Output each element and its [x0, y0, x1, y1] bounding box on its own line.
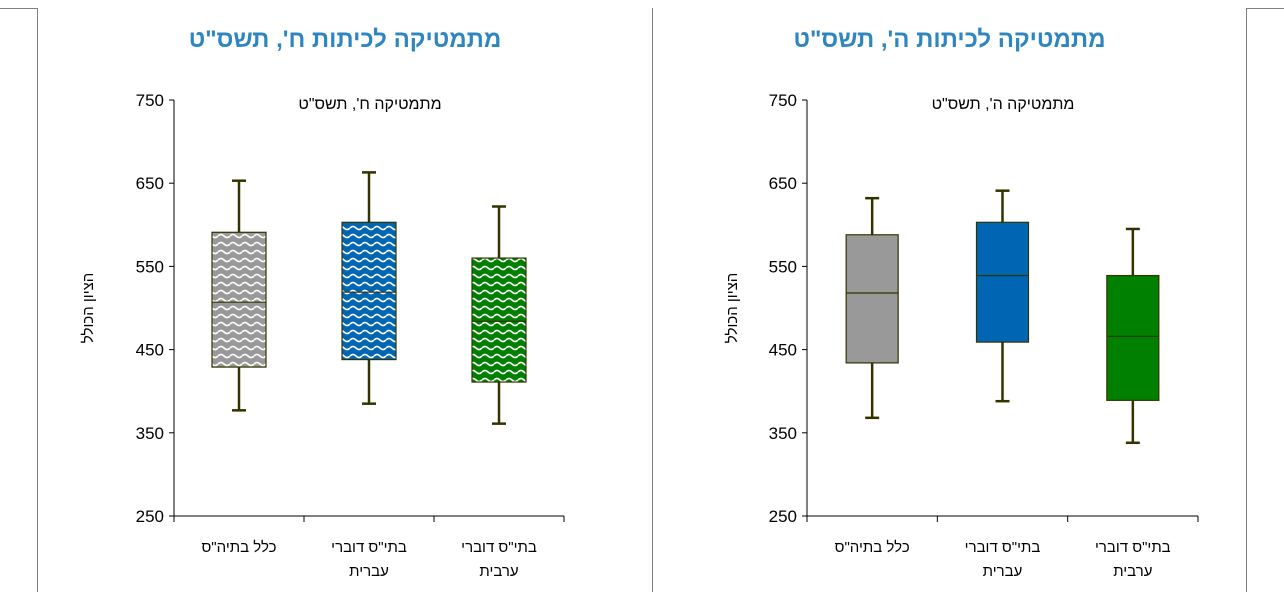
- y-tick-label: 550: [769, 257, 797, 276]
- box-green: [471, 257, 527, 383]
- box-blue: [975, 221, 1030, 343]
- box-gray: [845, 234, 899, 364]
- x-category-label: בתי"ס דוברי: [1095, 539, 1171, 556]
- y-tick-label: 750: [769, 91, 797, 110]
- y-tick-label: 450: [136, 341, 164, 360]
- chart-panel-grade5: מתמטיקה לכיתות ה', תשס"ט 250 350 450 550 650…: [652, 8, 1247, 592]
- y-tick-label: 350: [136, 424, 164, 443]
- panel-title: מתמטיקה לכיתות ה', תשס"ט: [793, 26, 1106, 53]
- x-category-label-line2: עברית: [983, 563, 1023, 580]
- panel-title: מתמטיקה לכיתות ח', תשס"ט: [188, 26, 502, 53]
- boxplot-chart-grade8: 250 350 450 550 650 750 הציון הכולל מתמטיקה ח',…: [80, 91, 565, 580]
- x-category-label: בתי"ס דוברי: [965, 539, 1041, 556]
- chart-title: מתמטיקה ח', תשס"ט: [298, 96, 441, 113]
- y-axis-label: הציון הכולל: [724, 273, 741, 344]
- box-blue: [341, 221, 397, 361]
- x-category-label-line2: ערבית: [1113, 563, 1152, 580]
- y-tick-label: 250: [769, 507, 797, 526]
- x-category-label: כלל בתיה"ס: [835, 539, 910, 556]
- box-gray: [211, 231, 267, 368]
- box-green: [1106, 274, 1160, 401]
- x-category-label-line2: ערבית: [479, 563, 518, 580]
- boxplot-chart-grade5: 250 350 450 550 650 750 הציון הכולל מתמטיקה ה',…: [724, 91, 1199, 580]
- y-tick-label: 250: [136, 507, 164, 526]
- x-category-label: בתי"ס דוברי: [331, 539, 407, 556]
- y-tick-label: 550: [136, 257, 164, 276]
- x-category-label: כלל בתיה"ס: [201, 539, 276, 556]
- y-tick-label: 650: [136, 174, 164, 193]
- y-tick-label: 450: [769, 341, 797, 360]
- y-tick-label: 650: [769, 174, 797, 193]
- x-category-label: בתי"ס דוברי: [461, 539, 537, 556]
- chart-title: מתמטיקה ה', תשס"ט: [932, 96, 1075, 113]
- y-tick-label: 750: [136, 91, 164, 110]
- chart-panel-grade8: מתמטיקה לכיתות ח', תשס"ט 250 350 450 550 650…: [37, 8, 653, 592]
- y-tick-label: 350: [769, 424, 797, 443]
- y-axis-label: הציון הכולל: [80, 273, 97, 344]
- x-category-label-line2: עברית: [349, 563, 389, 580]
